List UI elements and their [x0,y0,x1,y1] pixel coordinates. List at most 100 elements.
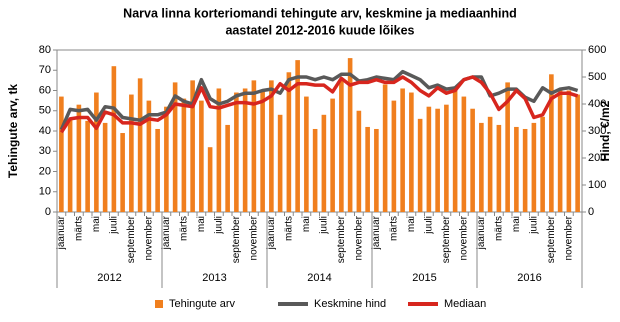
year-label: 2015 [412,272,436,284]
x-tick-label: juuli [424,216,435,235]
chart-title: aastatel 2012-2016 kuude lõikes [225,23,414,37]
x-tick-label: juuli [319,216,330,235]
x-tick-label: november [459,215,470,260]
bar [330,98,335,212]
x-tick-label: september [441,215,452,263]
bar [461,96,467,212]
year-label: 2012 [97,272,121,284]
legend-label: Mediaan [444,298,486,310]
bar [111,66,117,212]
y-axis-title: Tehingute arv, tk [6,84,20,179]
bar [426,106,432,212]
bar [321,114,327,212]
x-tick-label: juuli [109,216,120,235]
bar [339,80,344,212]
bar [356,110,362,212]
y-tick-label: 40 [39,125,51,137]
y2-axis-title: Hind, €/m2 [598,100,612,161]
y-tick-label: 0 [45,206,51,218]
bar [557,88,563,212]
y-tick-label: 60 [39,84,51,96]
bar [479,122,484,212]
bar [67,118,73,212]
bar [59,96,64,212]
bar [365,126,370,212]
y2-tick-label: 500 [588,71,606,83]
bar [575,94,580,212]
x-tick-label: märts [494,216,505,241]
bar [522,128,528,212]
bar [260,90,265,212]
y2-tick-label: 200 [588,152,606,164]
x-tick-label: mai [196,216,207,232]
y2-tick-label: 400 [588,98,606,110]
line [59,75,579,134]
bar [470,108,475,212]
legend-swatch [155,300,163,308]
x-tick-label: september [546,215,557,263]
year-label: 2016 [517,272,541,284]
x-tick-label: märts [74,216,85,241]
bar [225,124,230,212]
bar [304,96,309,212]
y-tick-label: 30 [39,145,51,157]
x-tick-label: september [336,215,347,263]
bar [505,82,510,213]
bar [435,108,440,212]
bar [137,78,143,212]
bar [85,120,90,212]
year-label: 2013 [202,272,226,284]
x-tick-label: jaanuar [476,215,487,250]
y2-tick-label: 300 [588,125,606,137]
bar [155,128,160,212]
bar [199,100,204,212]
legend-label: Keskmine hind [314,298,386,310]
bar [487,116,493,212]
bar [400,88,405,212]
x-tick-label: november [144,215,155,260]
bar [251,80,257,212]
y-tick-label: 10 [39,186,51,198]
bar [94,92,99,212]
bar [129,94,134,212]
bar [540,116,545,212]
bar [374,128,379,212]
bar [164,106,169,212]
bar [146,100,152,212]
bar [347,58,353,212]
x-tick-label: jaanuar [56,215,67,250]
x-tick-label: september [231,215,242,263]
bar [234,92,239,212]
y2-tick-label: 600 [588,44,606,56]
bar [102,122,108,212]
y-tick-label: 70 [39,64,51,76]
bar [444,104,449,212]
bar [496,124,502,212]
bar [312,128,318,212]
x-tick-label: september [126,215,137,263]
x-tick-label: jaanuar [266,215,277,250]
bar [531,122,537,212]
bar [549,74,554,212]
year-label: 2014 [307,272,331,284]
bar [391,100,397,212]
x-tick-label: märts [179,216,190,241]
bar [76,104,82,212]
plot-frame [56,49,583,213]
bar [286,72,292,213]
bar [514,126,519,212]
legend-label: Tehingute arv [169,298,236,310]
x-tick-label: mai [511,216,522,232]
x-tick-label: mai [406,216,417,232]
x-tick-label: märts [389,216,400,241]
bar [181,98,187,212]
x-tick-label: jaanuar [161,215,172,250]
bar [242,88,248,212]
x-tick-label: november [354,215,365,260]
bar [417,118,423,212]
bar [295,60,300,212]
y-tick-label: 80 [39,44,51,56]
x-tick-label: jaanuar [371,215,382,250]
x-tick-label: juuli [214,216,225,235]
